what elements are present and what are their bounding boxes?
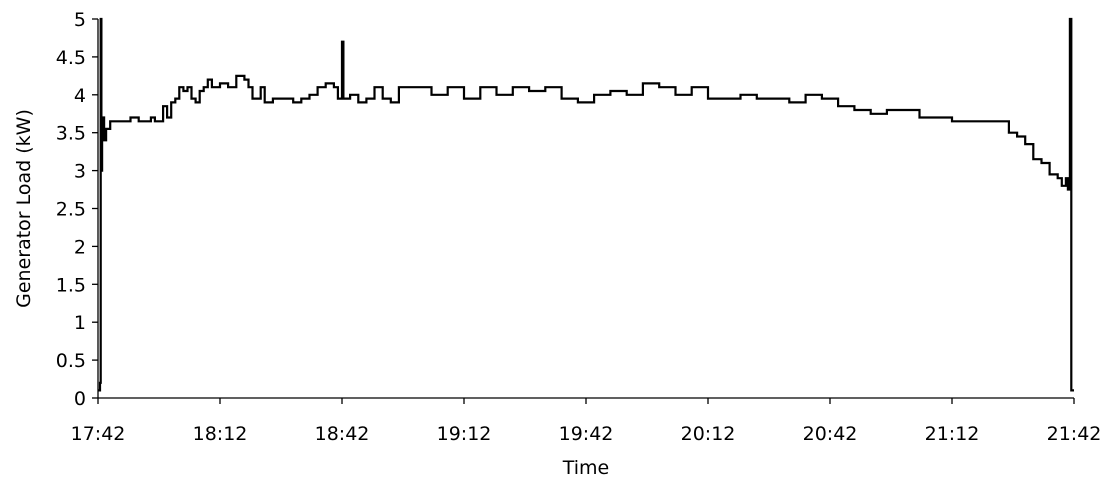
y-tick-label: 2.5: [56, 199, 86, 221]
x-tick-label: 18:42: [315, 423, 370, 445]
y-tick-label: 0.5: [56, 350, 86, 372]
y-tick-label: 4.5: [56, 47, 86, 69]
x-tick-label: 21:12: [925, 423, 980, 445]
x-tick-label: 17:42: [71, 423, 126, 445]
y-axis: 0 0.5 1 1.5 2 2.5 3 3.5 4 4.5 5: [56, 9, 99, 410]
y-tick-label: 4: [74, 85, 86, 107]
y-tick-label: 0: [74, 388, 86, 410]
x-axis-title: Time: [562, 457, 610, 479]
x-tick-label: 20:12: [681, 423, 736, 445]
y-tick-label: 1: [74, 312, 86, 334]
generator-load-line: [98, 17, 1074, 392]
x-tick-label: 18:12: [193, 423, 248, 445]
x-tick-label: 19:12: [437, 423, 492, 445]
x-tick-label: 21:42: [1047, 423, 1102, 445]
y-tick-label: 3: [74, 161, 86, 183]
y-axis-title: Generator Load (kW): [13, 109, 35, 308]
x-tick-label: 20:42: [803, 423, 858, 445]
y-tick-label: 2: [74, 236, 86, 258]
x-tick-label: 19:42: [559, 423, 614, 445]
y-tick-label: 5: [74, 9, 86, 31]
y-tick-label: 1.5: [56, 274, 86, 296]
y-tick-label: 3.5: [56, 123, 86, 145]
x-axis: 17:42 18:12 18:42 19:12 19:42 20:12 20:42 21:12…: [71, 397, 1102, 445]
